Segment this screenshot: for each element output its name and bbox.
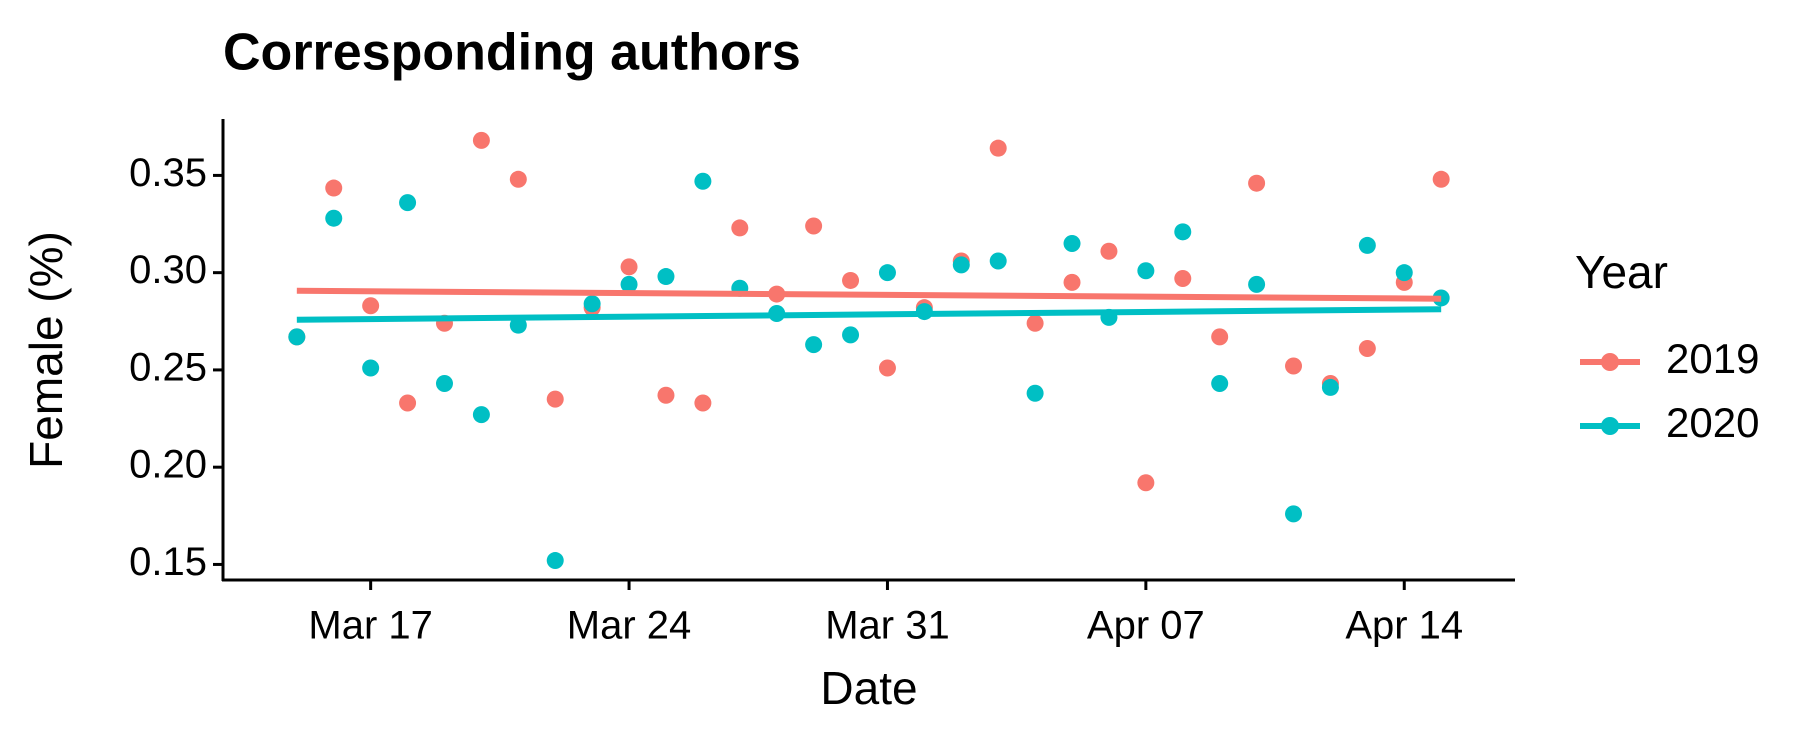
point	[1063, 234, 1081, 252]
point	[1395, 264, 1413, 282]
legend-label: 2019	[1666, 335, 1759, 382]
y-axis-title: Female (%)	[20, 231, 72, 469]
point	[1026, 384, 1044, 402]
point	[1137, 262, 1155, 280]
point	[878, 359, 896, 377]
point	[509, 316, 527, 334]
chart-title: Corresponding authors	[223, 24, 801, 82]
point	[1321, 378, 1339, 396]
point	[1432, 170, 1450, 188]
trend-line	[296, 306, 1442, 323]
legend-label: 2020	[1666, 399, 1759, 446]
point	[1248, 174, 1266, 192]
point	[435, 375, 453, 393]
y-tick-label: 0.15	[129, 540, 207, 584]
legend-title: Year	[1575, 246, 1668, 298]
point	[1358, 340, 1376, 358]
point	[657, 386, 675, 404]
point	[805, 217, 823, 235]
x-tick-label: Mar 24	[567, 604, 692, 648]
legend-key-point	[1601, 417, 1619, 435]
x-tick-label: Apr 14	[1345, 604, 1463, 648]
point	[1100, 242, 1118, 260]
y-tick-label: 0.30	[129, 248, 207, 292]
trend-line	[296, 287, 1442, 302]
point	[694, 394, 712, 412]
point	[620, 275, 638, 293]
point	[1211, 328, 1229, 346]
point	[509, 170, 527, 188]
point	[472, 406, 490, 424]
point	[1211, 375, 1229, 393]
point	[1358, 236, 1376, 254]
point	[1285, 505, 1303, 523]
point	[583, 295, 601, 313]
point	[620, 258, 638, 276]
point	[657, 268, 675, 286]
point	[1026, 314, 1044, 332]
point	[1063, 273, 1081, 291]
point	[989, 139, 1007, 157]
point	[546, 552, 564, 570]
y-tick-label: 0.20	[129, 443, 207, 487]
point	[842, 326, 860, 344]
point	[731, 219, 749, 237]
point	[1174, 270, 1192, 288]
point	[842, 271, 860, 289]
point	[694, 172, 712, 190]
point	[472, 131, 490, 149]
point	[325, 179, 343, 197]
point	[878, 264, 896, 282]
point	[325, 209, 343, 227]
point	[399, 394, 417, 412]
point	[989, 252, 1007, 270]
point	[362, 359, 380, 377]
point	[546, 390, 564, 408]
x-tick-label: Mar 31	[825, 604, 950, 648]
y-tick-label: 0.35	[129, 151, 207, 195]
point	[952, 256, 970, 274]
point	[288, 328, 306, 346]
point	[362, 297, 380, 315]
point	[399, 194, 417, 212]
point	[1137, 474, 1155, 492]
point	[805, 336, 823, 354]
y-tick-label: 0.25	[129, 345, 207, 389]
point	[1174, 223, 1192, 241]
point	[1285, 357, 1303, 375]
legend-key-point	[1601, 353, 1619, 371]
point	[1248, 275, 1266, 293]
x-axis-title: Date	[820, 662, 917, 714]
x-tick-label: Apr 07	[1087, 604, 1205, 648]
x-tick-label: Mar 17	[308, 604, 433, 648]
